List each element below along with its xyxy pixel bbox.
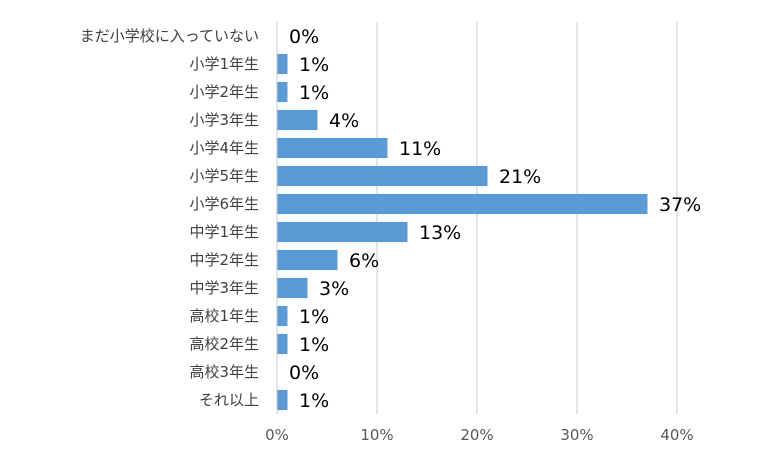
bar-7 (277, 221, 408, 243)
bar-10 (277, 305, 288, 327)
bar-13 (277, 389, 288, 411)
bars (277, 53, 648, 411)
category-label-1: 小学1年生 (189, 55, 259, 73)
category-label-4: 小学4年生 (189, 139, 259, 157)
bar-9 (277, 277, 308, 299)
data-label-11: 1% (299, 334, 329, 356)
category-label-5: 小学5年生 (189, 167, 259, 185)
data-labels: 0%1%1%4%11%21%37%13%6%3%1%1%0%1% (289, 26, 701, 412)
data-label-12: 0% (289, 362, 319, 384)
x-tick-label-0: 0% (265, 426, 289, 444)
data-label-4: 11% (399, 138, 441, 160)
category-label-2: 小学2年生 (189, 83, 259, 101)
data-label-13: 1% (299, 390, 329, 412)
x-tick-label-40: 40% (660, 426, 693, 444)
data-label-9: 3% (319, 278, 349, 300)
data-label-3: 4% (329, 110, 359, 132)
bar-1 (277, 53, 288, 75)
bar-2 (277, 81, 288, 103)
category-label-10: 高校1年生 (189, 307, 259, 325)
bar-8 (277, 249, 338, 271)
bar-11 (277, 333, 288, 355)
bar-3 (277, 109, 318, 131)
x-tick-label-10: 10% (360, 426, 393, 444)
category-label-12: 高校3年生 (189, 363, 259, 381)
bar-5 (277, 165, 488, 187)
category-label-6: 小学6年生 (189, 195, 259, 213)
x-tick-label-20: 20% (460, 426, 493, 444)
bar-6 (277, 193, 648, 215)
data-label-5: 21% (499, 166, 541, 188)
data-label-7: 13% (419, 222, 461, 244)
category-label-9: 中学3年生 (189, 279, 259, 297)
category-label-11: 高校2年生 (189, 335, 259, 353)
bar-4 (277, 137, 388, 159)
x-tick-label-30: 30% (560, 426, 593, 444)
data-label-10: 1% (299, 306, 329, 328)
data-label-8: 6% (349, 250, 379, 272)
data-label-0: 0% (289, 26, 319, 48)
category-label-7: 中学1年生 (189, 223, 259, 241)
category-label-13: それ以上 (199, 391, 259, 409)
gridlines (276, 22, 678, 414)
category-label-3: 小学3年生 (189, 111, 259, 129)
data-label-6: 37% (659, 194, 701, 216)
category-labels: まだ小学校に入っていない小学1年生小学2年生小学3年生小学4年生小学5年生小学6… (80, 27, 259, 409)
category-label-0: まだ小学校に入っていない (80, 27, 259, 45)
data-label-1: 1% (299, 54, 329, 76)
category-label-8: 中学2年生 (189, 251, 259, 269)
data-label-2: 1% (299, 82, 329, 104)
x-tick-labels: 0% 10% 20% 30% 40% (265, 426, 694, 444)
